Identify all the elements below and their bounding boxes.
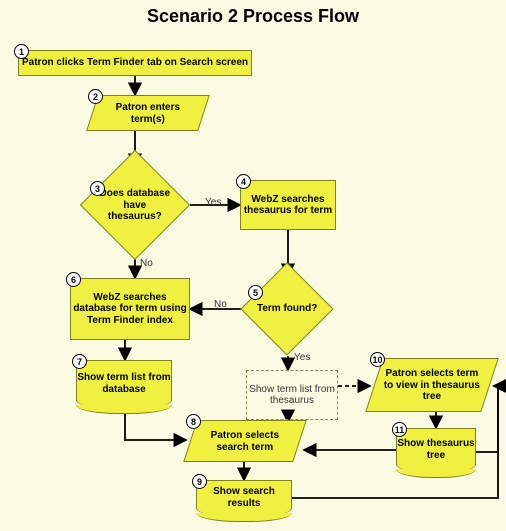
step-number-4: 4	[236, 174, 251, 189]
step-number-9: 9	[192, 474, 207, 489]
flowchart-node-n3: Does database have thesaurus?	[80, 150, 190, 260]
flowchart-node-n9: Show search results	[196, 480, 292, 518]
step-number-10: 10	[370, 352, 385, 367]
flowchart-node-n8: Patron selects search term	[183, 420, 307, 462]
step-number-3: 3	[90, 181, 105, 196]
flowchart-node-nD: Show term list from thesaurus	[246, 370, 338, 420]
flowchart-node-n4: WebZ searches thesaurus for term	[240, 180, 336, 230]
flowchart-node-n6: WebZ searches database for term using Te…	[70, 278, 190, 340]
edge-label-n3-n6: No	[140, 258, 153, 269]
step-number-1: 1	[14, 44, 29, 59]
flowchart-node-n10: Patron selects term to view in thesaurus…	[365, 358, 499, 412]
flowchart-node-n11: Show thesaurus tree	[396, 428, 476, 474]
page-title: Scenario 2 Process Flow	[0, 6, 506, 27]
edge-label-n5-n6: No	[214, 299, 227, 310]
step-number-11: 11	[392, 422, 407, 437]
edge-label-n3-n4: Yes	[205, 197, 221, 208]
step-number-5: 5	[248, 285, 263, 300]
edge-label-n5-nD: Yes	[294, 352, 310, 363]
edge-n7-n8	[125, 414, 186, 440]
flowchart-node-n5: Term found?	[240, 262, 333, 355]
step-number-6: 6	[66, 272, 81, 287]
flowchart-node-n7: Show term list from database	[76, 360, 172, 410]
step-number-7: 7	[72, 354, 87, 369]
step-number-2: 2	[88, 89, 103, 104]
step-number-8: 8	[186, 414, 201, 429]
flowchart-node-n1: Patron clicks Term Finder tab on Search …	[18, 50, 252, 76]
flowchart-node-n2: Patron enters term(s)	[86, 95, 210, 131]
